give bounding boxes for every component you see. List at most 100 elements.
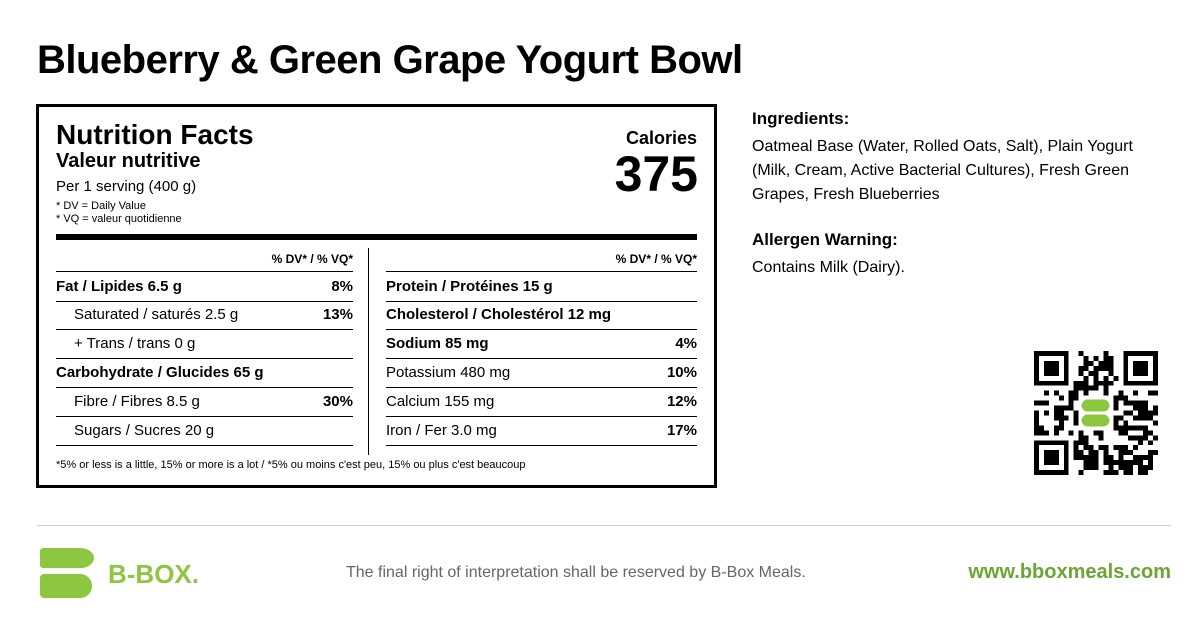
qr-module <box>1103 355 1109 361</box>
qr-module <box>1133 400 1139 406</box>
qr-module <box>1123 400 1129 406</box>
qr-module <box>1088 370 1094 376</box>
logo-shape <box>40 574 92 598</box>
qr-module <box>1088 465 1094 471</box>
nutrient-dv: 13% <box>322 306 353 323</box>
qr-module <box>1138 410 1144 416</box>
qr-module <box>1078 440 1084 446</box>
qr-module <box>1078 370 1084 376</box>
qr-module <box>1098 360 1104 366</box>
qr-module <box>1043 450 1059 466</box>
qr-module <box>1073 410 1079 416</box>
qr-module <box>1128 400 1134 406</box>
qr-module <box>1143 430 1149 436</box>
qr-module <box>1098 430 1104 436</box>
nutrient-row: Sodium 85 mg 4% <box>386 329 697 359</box>
qr-module <box>1148 455 1154 461</box>
qr-module <box>1073 440 1079 446</box>
qr-module <box>1068 405 1074 411</box>
qr-module <box>1103 365 1109 371</box>
qr-module <box>1043 410 1049 416</box>
qr-module <box>1083 445 1089 451</box>
qr-module <box>1138 400 1144 406</box>
qr-module <box>1108 460 1114 466</box>
qr-module <box>1098 435 1104 441</box>
nutrient-label: Calcium 155 mg <box>386 393 495 410</box>
qr-module <box>1103 455 1109 461</box>
qr-module <box>1133 405 1139 411</box>
qr-module <box>1083 435 1089 441</box>
qr-module <box>1148 440 1154 446</box>
qr-module <box>1083 385 1089 391</box>
qr-module <box>1123 465 1129 471</box>
qr-module <box>1078 351 1084 356</box>
qr-module <box>1133 460 1139 466</box>
qr-module <box>1143 415 1149 421</box>
qr-module <box>1073 395 1079 401</box>
column-divider <box>368 248 369 455</box>
qr-module <box>1108 465 1114 471</box>
qr-module <box>1058 395 1064 401</box>
qr-module <box>1083 455 1089 461</box>
qr-module <box>1034 415 1039 421</box>
qr-module <box>1103 360 1109 366</box>
qr-module <box>1073 455 1079 461</box>
nutrient-row: + Trans / trans 0 g <box>56 329 353 359</box>
qr-module <box>1098 365 1104 371</box>
qr-module <box>1138 460 1144 466</box>
qr-module <box>1148 430 1154 436</box>
nutrient-label: Sodium 85 mg <box>386 335 489 352</box>
qr-module <box>1034 400 1039 406</box>
qr-module <box>1093 365 1099 371</box>
qr-module <box>1148 410 1154 416</box>
qr-module <box>1078 455 1084 461</box>
qr-module <box>1103 385 1109 391</box>
qr-module <box>1108 470 1114 475</box>
qr-module <box>1118 390 1124 396</box>
website-link[interactable]: www.bboxmeals.com <box>968 561 1171 583</box>
nutrient-label: Potassium 480 mg <box>386 364 511 381</box>
qr-module <box>1088 450 1094 456</box>
qr-module <box>1053 415 1059 421</box>
qr-module <box>1148 465 1154 471</box>
footnote: *5% or less is a little, 15% or more is … <box>56 459 526 471</box>
qr-module <box>1118 425 1124 431</box>
nutrient-row: Sugars / Sucres 20 g <box>56 416 353 446</box>
qr-module <box>1138 470 1144 475</box>
qr-module <box>1138 425 1144 431</box>
qr-module <box>1153 405 1158 411</box>
qr-module <box>1093 380 1099 386</box>
qr-module <box>1123 395 1129 401</box>
qr-module <box>1128 450 1134 456</box>
qr-module <box>1148 460 1154 466</box>
qr-module <box>1073 380 1079 386</box>
nutrient-label: Fibre / Fibres 8.5 g <box>74 393 200 410</box>
allergen-text: Contains Milk (Dairy). <box>752 259 905 276</box>
nutrient-dv: 8% <box>331 278 353 295</box>
qr-module <box>1068 395 1074 401</box>
qr-module <box>1068 400 1074 406</box>
nutrient-row: Carbohydrate / Glucides 65 g <box>56 358 353 388</box>
qr-module <box>1081 414 1110 427</box>
qr-module <box>1118 455 1124 461</box>
qr-module <box>1083 365 1089 371</box>
qr-module <box>1093 430 1099 436</box>
qr-module <box>1148 450 1154 456</box>
qr-module <box>1098 445 1104 451</box>
calories-value: 375 <box>614 146 698 202</box>
qr-module <box>1123 430 1129 436</box>
qr-module <box>1043 390 1049 396</box>
serving: Per 1 serving (400 g) <box>56 178 197 195</box>
qr-module <box>1138 415 1144 421</box>
qr-module <box>1103 351 1109 356</box>
qr-module <box>1128 470 1134 475</box>
nutrition-panel <box>36 104 717 488</box>
qr-module <box>1073 390 1079 396</box>
qr-module <box>1113 415 1119 421</box>
qr-module <box>1103 460 1109 466</box>
qr-module <box>1118 460 1124 466</box>
qr-module <box>1083 460 1089 466</box>
nutrient-row: Iron / Fer 3.0 mg 17% <box>386 416 697 446</box>
qr-module <box>1078 380 1084 386</box>
